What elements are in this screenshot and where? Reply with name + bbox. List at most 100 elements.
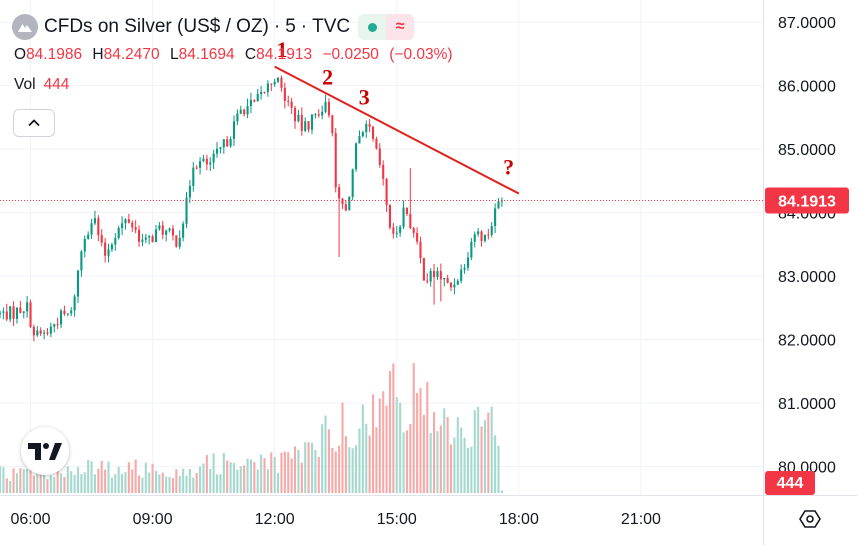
candle-body bbox=[317, 114, 320, 116]
volume-bar bbox=[456, 417, 459, 493]
symbol-title: CFDs on Silver (US$ / OZ) bbox=[44, 16, 269, 37]
candle-body bbox=[232, 121, 236, 139]
candle-body bbox=[405, 207, 408, 215]
candle-body bbox=[43, 332, 46, 334]
price-tick-label: 85.0000 bbox=[778, 142, 836, 159]
trend-touch-label: 1 bbox=[277, 37, 288, 62]
candle-body bbox=[375, 138, 378, 149]
volume-bar bbox=[253, 462, 256, 493]
volume-bar bbox=[385, 405, 388, 493]
volume-bar bbox=[310, 442, 314, 493]
volume-bar bbox=[199, 466, 202, 493]
volume-bar bbox=[175, 469, 178, 493]
settings-hexagon-icon bbox=[799, 510, 821, 528]
symbol-header[interactable]: CFDs on Silver (US$ / OZ) · 5 · TVC ≈ bbox=[12, 12, 415, 42]
candle-body bbox=[226, 139, 229, 147]
approx-icon[interactable]: ≈ bbox=[386, 14, 415, 40]
volume-bar bbox=[395, 397, 398, 493]
candle-body bbox=[456, 280, 459, 285]
candle-body bbox=[131, 222, 134, 228]
candle-body bbox=[327, 101, 330, 116]
volume-bar bbox=[263, 458, 266, 493]
candle-body bbox=[487, 234, 490, 236]
volume-bar bbox=[300, 462, 303, 493]
candle-body bbox=[361, 132, 364, 137]
volume-bar bbox=[5, 478, 8, 493]
volume-bar bbox=[36, 473, 39, 493]
candle-body bbox=[185, 197, 188, 224]
trend-touch-label: ? bbox=[503, 155, 514, 180]
candle-body bbox=[114, 238, 117, 245]
candle-body bbox=[36, 330, 39, 336]
candle-body bbox=[90, 223, 93, 235]
candle-body bbox=[378, 148, 381, 165]
resistance-trendline bbox=[274, 65, 520, 195]
volume-bar bbox=[93, 474, 97, 493]
candle-body bbox=[168, 228, 171, 231]
time-tick-label: 21:00 bbox=[621, 511, 661, 528]
volume-bar bbox=[107, 461, 110, 493]
market-open-dot-icon[interactable] bbox=[358, 14, 387, 40]
last-volume-badge bbox=[765, 471, 815, 495]
candle-body bbox=[297, 114, 300, 122]
volume-bar bbox=[277, 472, 280, 493]
candle-body bbox=[449, 282, 453, 288]
volume-bar bbox=[59, 473, 63, 493]
candle-body bbox=[460, 269, 463, 281]
ohlc-legend: O84.1986 H84.2470 L84.1694 C84.1913 −0.0… bbox=[14, 46, 459, 64]
candle-body bbox=[222, 139, 225, 148]
volume-bar bbox=[232, 463, 236, 493]
market-status[interactable]: ≈ bbox=[358, 14, 415, 40]
candle-body bbox=[87, 234, 90, 239]
candle-body bbox=[249, 99, 252, 107]
volume-bar bbox=[283, 451, 286, 493]
candle-body bbox=[341, 198, 344, 205]
volume-bar bbox=[56, 469, 59, 493]
volume-bar bbox=[131, 469, 134, 493]
collapse-legend-button[interactable] bbox=[13, 109, 55, 137]
candle-body bbox=[293, 107, 297, 122]
volume-bar bbox=[226, 460, 229, 493]
price-tick-label: 81.0000 bbox=[778, 396, 836, 413]
volume-bar bbox=[433, 412, 436, 493]
candle-body bbox=[246, 106, 249, 115]
low-label: L bbox=[169, 46, 179, 63]
volume-label: Vol bbox=[14, 76, 36, 93]
volume-bar bbox=[49, 475, 52, 493]
silver-symbol-icon bbox=[12, 14, 38, 40]
candle-body bbox=[263, 91, 266, 93]
candle-body bbox=[497, 201, 500, 209]
candle-body bbox=[212, 153, 215, 163]
volume-bar bbox=[382, 391, 385, 493]
interval-label[interactable]: 5 bbox=[285, 16, 296, 37]
volume-bar bbox=[314, 449, 317, 493]
tradingview-logo[interactable] bbox=[21, 427, 69, 475]
volume-bar bbox=[266, 469, 269, 493]
candle-body bbox=[66, 313, 69, 315]
volume-bar bbox=[158, 474, 161, 493]
chart-settings-button[interactable] bbox=[797, 506, 823, 532]
candle-body bbox=[236, 113, 239, 122]
volume-bar bbox=[494, 435, 497, 493]
candle-body bbox=[199, 161, 202, 168]
volume-bar bbox=[76, 467, 80, 493]
candle-body bbox=[443, 277, 446, 280]
volume-bar bbox=[483, 420, 486, 493]
candle-body bbox=[355, 143, 358, 170]
volume-bar bbox=[453, 437, 456, 493]
volume-legend: Vol 444 bbox=[14, 76, 69, 94]
volume-bar bbox=[97, 468, 100, 493]
candles bbox=[0, 75, 503, 342]
candle-body bbox=[12, 306, 15, 319]
candle-body bbox=[466, 257, 470, 268]
candle-body bbox=[280, 77, 283, 88]
price-tick-label: 87.0000 bbox=[778, 15, 836, 32]
volume-bar bbox=[168, 476, 171, 493]
volume-bar bbox=[463, 437, 466, 493]
candle-body bbox=[371, 126, 375, 139]
candle-body bbox=[117, 228, 120, 239]
candle-body bbox=[178, 237, 181, 247]
open-value: 84.1986 bbox=[26, 46, 83, 63]
volume-bar bbox=[304, 442, 307, 493]
